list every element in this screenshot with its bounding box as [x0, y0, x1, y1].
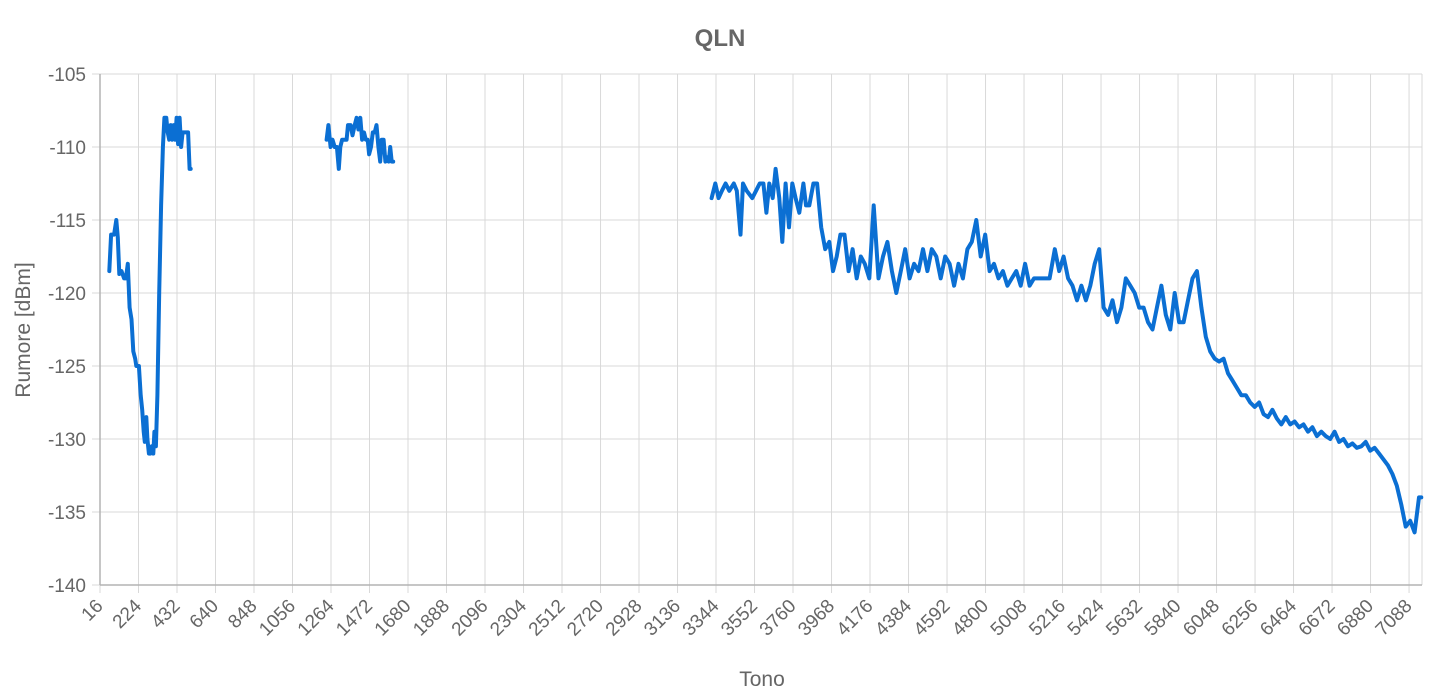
series-line-segment-2: [324, 115, 396, 171]
x-tick-label: 1888: [409, 596, 454, 641]
x-tick-label: 4592: [910, 596, 955, 641]
x-tick-label: 5424: [1064, 595, 1109, 640]
x-tick-label: 2096: [448, 596, 493, 641]
series-line-segment-1: [107, 115, 193, 456]
x-tick-label: 2928: [602, 596, 647, 641]
y-tick-label: -115: [49, 211, 86, 232]
axes: [99, 74, 1422, 586]
x-tick-label: 224: [109, 595, 147, 633]
x-tick-label: 5840: [1141, 596, 1186, 641]
x-tick-label: 6672: [1295, 596, 1340, 641]
x-tick-label: 3344: [679, 595, 724, 640]
series-line-segment-3: [709, 166, 1424, 535]
x-tick-label: 5632: [1102, 596, 1147, 641]
y-tick-label: -105: [48, 65, 86, 86]
x-axis-title: Tono: [739, 668, 785, 691]
x-tick-label: 640: [186, 596, 223, 633]
y-tick-label: -130: [48, 430, 86, 451]
x-tick-label: 5008: [987, 596, 1032, 641]
x-tick-label: 1680: [371, 596, 416, 641]
x-tick-label: 4384: [871, 595, 916, 640]
y-tick-label: -135: [48, 503, 86, 524]
series-layer: [107, 115, 1424, 535]
y-tick-label: -110: [49, 138, 86, 159]
grid-lines: [92, 73, 1423, 593]
y-tick-label: -140: [48, 576, 86, 597]
x-tick-label: 432: [147, 596, 184, 633]
x-tick-label: 1056: [255, 596, 300, 641]
chart-title: QLN: [695, 25, 746, 52]
x-tick-label: 3136: [640, 596, 685, 641]
x-tick-label: 6256: [1218, 596, 1263, 641]
x-tick-label: 6048: [1179, 596, 1224, 641]
x-tick-label: 2720: [563, 596, 608, 641]
x-tick-label: 4176: [833, 596, 878, 641]
x-tick-label: 1472: [332, 596, 377, 641]
x-tick-label: 4800: [948, 596, 993, 641]
x-tick-label: 7088: [1372, 596, 1417, 641]
x-tick-label: 1264: [294, 595, 339, 640]
x-tick-label: 6880: [1333, 596, 1378, 641]
y-tick-label: -120: [48, 284, 86, 305]
x-tick-label: 3968: [794, 596, 839, 641]
y-axis-title: Rumore [dBm]: [12, 262, 35, 397]
x-tick-label: 3552: [717, 596, 762, 641]
y-tick-label: -125: [48, 357, 86, 378]
x-tick-label: 2304: [486, 595, 531, 640]
x-tick-label: 3760: [756, 596, 801, 641]
x-tick-label: 5216: [1025, 596, 1070, 641]
x-tick-label: 6464: [1256, 595, 1301, 640]
x-tick-label: 2512: [525, 596, 570, 641]
x-tick-label: 16: [78, 596, 108, 626]
